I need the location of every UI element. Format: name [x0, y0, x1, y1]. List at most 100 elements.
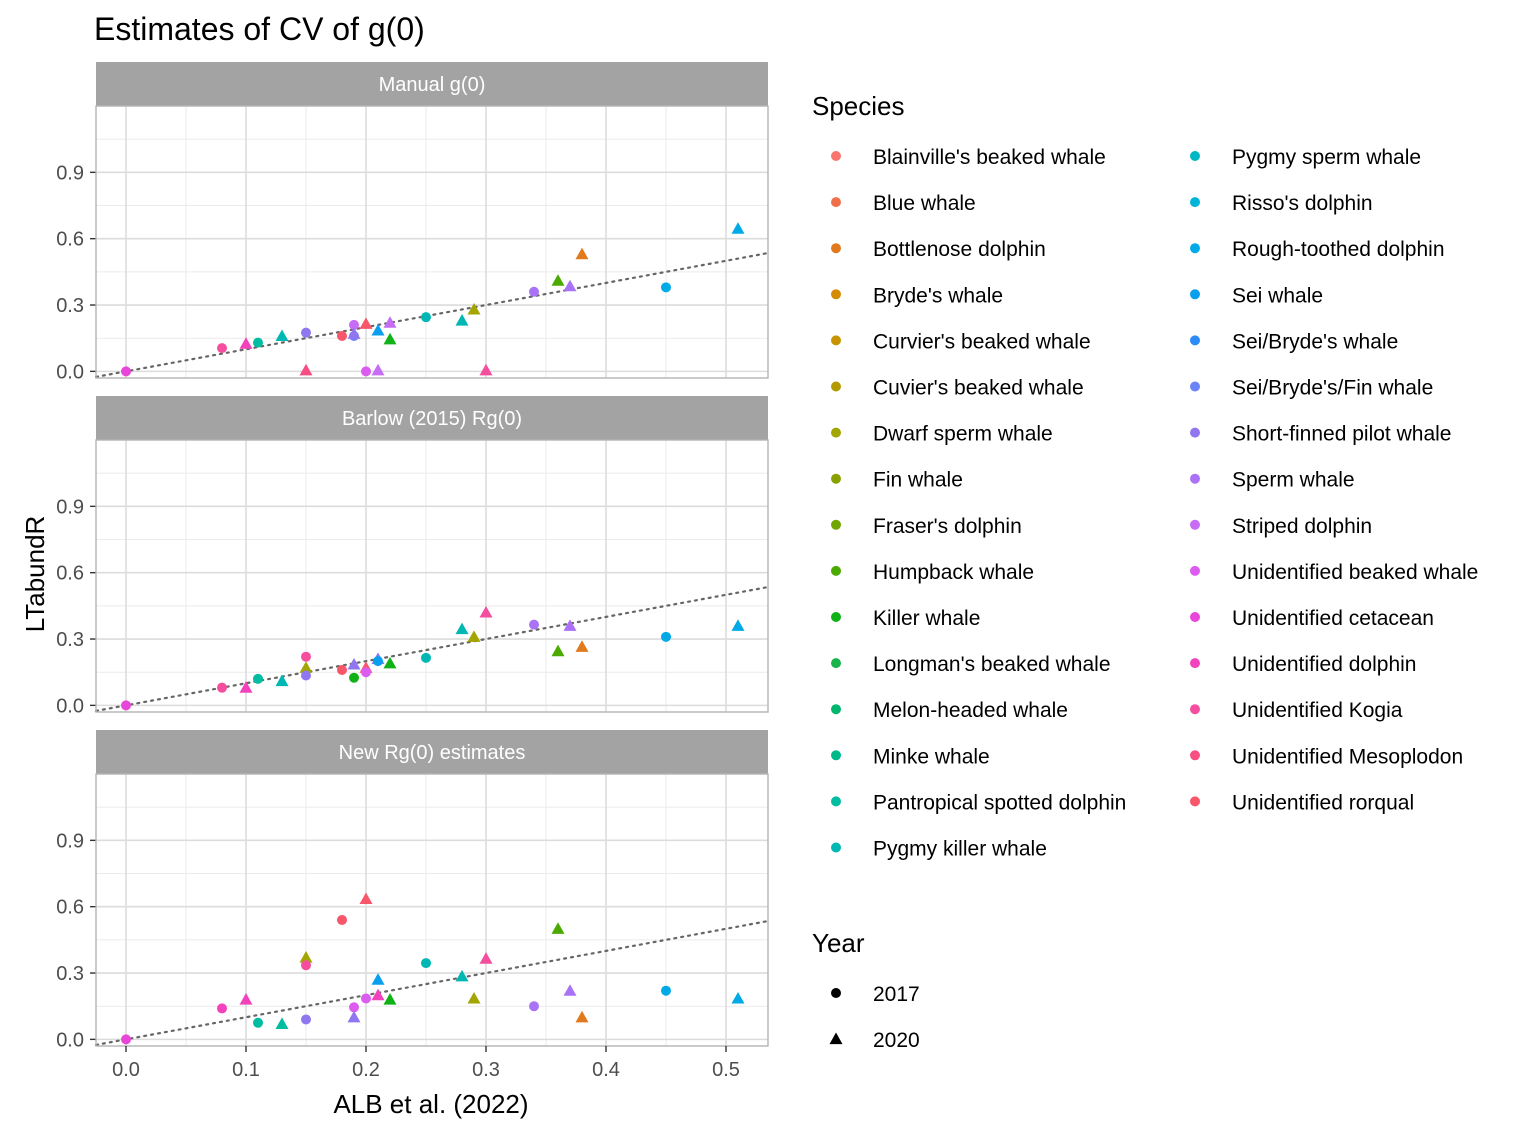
- point-2020: [275, 674, 289, 687]
- point-2020: [383, 316, 397, 328]
- point-2017: [337, 330, 347, 341]
- point-2020: [563, 279, 577, 292]
- point-2020: [347, 657, 361, 670]
- species-legend-item: Bottlenose dolphin: [831, 238, 1046, 261]
- facet-panel: Barlow (2015) Rg(0) 0.0 0.3 0.6 0.9: [56, 396, 770, 717]
- species-legend-key: [1190, 519, 1200, 530]
- point-2020: [371, 363, 385, 376]
- reference-line: [94, 585, 770, 712]
- species-legend-label: Pantropical spotted dolphin: [873, 791, 1126, 814]
- species-legend-item: Unidentified dolphin: [1190, 653, 1416, 676]
- species-legend-label: Killer whale: [873, 607, 980, 630]
- plot-area: [96, 440, 768, 712]
- species-legend-item: Sperm whale: [1190, 469, 1355, 492]
- year-legend-label: 2020: [873, 1029, 920, 1052]
- species-legend-label: Bottlenose dolphin: [873, 238, 1046, 261]
- point-2020: [455, 969, 469, 982]
- species-legend-label: Risso's dolphin: [1232, 192, 1373, 215]
- species-legend-item: Fin whale: [831, 469, 963, 492]
- plot-area: [96, 106, 768, 378]
- point-2017: [421, 652, 431, 663]
- plot-area: [96, 774, 768, 1046]
- y-tick-label: 0.9: [56, 162, 84, 184]
- species-legend-label: Fraser's dolphin: [873, 515, 1022, 538]
- species-legend-label: Pygmy sperm whale: [1232, 146, 1421, 169]
- x-tick-label: 0.3: [472, 1059, 500, 1081]
- species-legend-key: [831, 658, 841, 669]
- species-legend-label: Blainville's beaked whale: [873, 146, 1106, 169]
- species-legend-label: Unidentified rorqual: [1232, 791, 1414, 814]
- y-tick-label: 0.6: [56, 229, 84, 251]
- species-legend-item: Sei/Bryde's whale: [1190, 330, 1398, 353]
- species-legend-key: [1190, 381, 1200, 392]
- year-legend: Year 2017 2020: [812, 928, 920, 1052]
- species-legend-label: Longman's beaked whale: [873, 653, 1111, 676]
- point-2020: [239, 337, 253, 349]
- y-axis: 0.0 0.3 0.6 0.9: [56, 830, 96, 1051]
- species-legend-key: [1190, 197, 1200, 208]
- species-legend-item: Minke whale: [831, 745, 990, 768]
- species-legend-key: [831, 473, 841, 484]
- point-2017: [349, 1002, 359, 1013]
- point-2017: [661, 985, 671, 996]
- point-2020: [467, 302, 481, 315]
- species-legend-label: Sei/Bryde's whale: [1232, 330, 1398, 353]
- species-legend-item: Humpback whale: [831, 561, 1034, 584]
- x-tick-label: 0.2: [352, 1059, 380, 1081]
- species-legend-key: [831, 381, 841, 392]
- species-legend-label: Bryde's whale: [873, 284, 1003, 307]
- point-2020: [239, 681, 253, 693]
- reference-line: [94, 251, 770, 378]
- species-legend-label: Dwarf sperm whale: [873, 423, 1053, 446]
- point-2017: [121, 700, 131, 711]
- year-legend-item: 2017: [831, 983, 920, 1006]
- species-legend-item: Unidentified rorqual: [1190, 791, 1414, 814]
- point-2017: [529, 286, 539, 297]
- point-2020: [371, 973, 385, 985]
- species-legend-key: [1190, 796, 1200, 807]
- x-tick-label: 0.1: [232, 1059, 260, 1081]
- species-legend-title: Species: [812, 91, 905, 121]
- y-tick-label: 0.0: [56, 361, 84, 383]
- point-2020: [731, 222, 745, 234]
- species-legend-key: [831, 335, 841, 346]
- species-legend-item: Blue whale: [831, 192, 976, 215]
- point-2017: [349, 672, 359, 683]
- gridlines: [96, 440, 768, 712]
- year-legend-label: 2017: [873, 983, 920, 1006]
- x-tick-label: 0.0: [112, 1059, 140, 1081]
- year-legend-item: 2020: [829, 1029, 920, 1052]
- species-legend-label: Sperm whale: [1232, 469, 1355, 492]
- species-legend-label: Sei whale: [1232, 284, 1323, 307]
- species-legend-label: Minke whale: [873, 745, 990, 768]
- y-axis: 0.0 0.3 0.6 0.9: [56, 162, 96, 383]
- species-legend-item: Melon-headed whale: [831, 699, 1068, 722]
- species-legend-label: Blue whale: [873, 192, 976, 215]
- point-2017: [361, 667, 371, 678]
- x-tick-label: 0.4: [592, 1059, 620, 1081]
- point-2020: [467, 630, 481, 642]
- point-2020: [299, 951, 313, 963]
- species-legend-key: [831, 565, 841, 576]
- point-2017: [217, 1003, 227, 1014]
- point-2017: [373, 656, 383, 667]
- species-legend-label: Fin whale: [873, 469, 963, 492]
- species-legend-label: Striped dolphin: [1232, 515, 1372, 538]
- species-legend-key: [1190, 658, 1200, 669]
- point-2020: [731, 991, 745, 1004]
- facet-strip-label: New Rg(0) estimates: [339, 742, 526, 764]
- facet-strip: [96, 730, 768, 774]
- facet-strip-label: Manual g(0): [379, 74, 486, 96]
- species-legend-item: Dwarf sperm whale: [831, 423, 1053, 446]
- species-legend-label: Humpback whale: [873, 561, 1034, 584]
- gridlines: [96, 106, 768, 378]
- point-2017: [361, 993, 371, 1004]
- species-legend-key: [831, 427, 841, 438]
- species-legend-key: [1190, 704, 1200, 715]
- point-2020: [299, 661, 313, 673]
- point-2020: [347, 327, 361, 339]
- year-legend-key: [831, 988, 841, 998]
- species-legend-item: Pygmy sperm whale: [1190, 146, 1421, 169]
- species-legend-label: Unidentified Mesoplodon: [1232, 745, 1463, 768]
- point-2017: [661, 282, 671, 293]
